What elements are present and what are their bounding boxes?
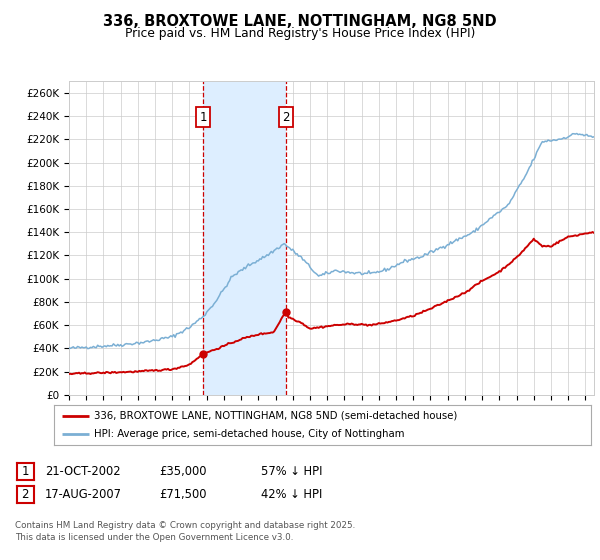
Text: 57% ↓ HPI: 57% ↓ HPI: [261, 465, 323, 478]
Text: Price paid vs. HM Land Registry's House Price Index (HPI): Price paid vs. HM Land Registry's House …: [125, 27, 475, 40]
Text: 1: 1: [199, 111, 207, 124]
Text: £71,500: £71,500: [159, 488, 206, 501]
Text: 21-OCT-2002: 21-OCT-2002: [45, 465, 121, 478]
Text: Contains HM Land Registry data © Crown copyright and database right 2025.
This d: Contains HM Land Registry data © Crown c…: [15, 521, 355, 542]
Text: 17-AUG-2007: 17-AUG-2007: [45, 488, 122, 501]
Bar: [203, 81, 286, 395]
Text: £35,000: £35,000: [159, 465, 206, 478]
Text: 2: 2: [282, 111, 289, 124]
Text: 336, BROXTOWE LANE, NOTTINGHAM, NG8 5ND (semi-detached house): 336, BROXTOWE LANE, NOTTINGHAM, NG8 5ND …: [94, 411, 458, 421]
Text: 1: 1: [22, 465, 29, 478]
Text: HPI: Average price, semi-detached house, City of Nottingham: HPI: Average price, semi-detached house,…: [94, 430, 405, 439]
Text: 2: 2: [22, 488, 29, 501]
Text: 336, BROXTOWE LANE, NOTTINGHAM, NG8 5ND: 336, BROXTOWE LANE, NOTTINGHAM, NG8 5ND: [103, 14, 497, 29]
Text: 42% ↓ HPI: 42% ↓ HPI: [261, 488, 322, 501]
